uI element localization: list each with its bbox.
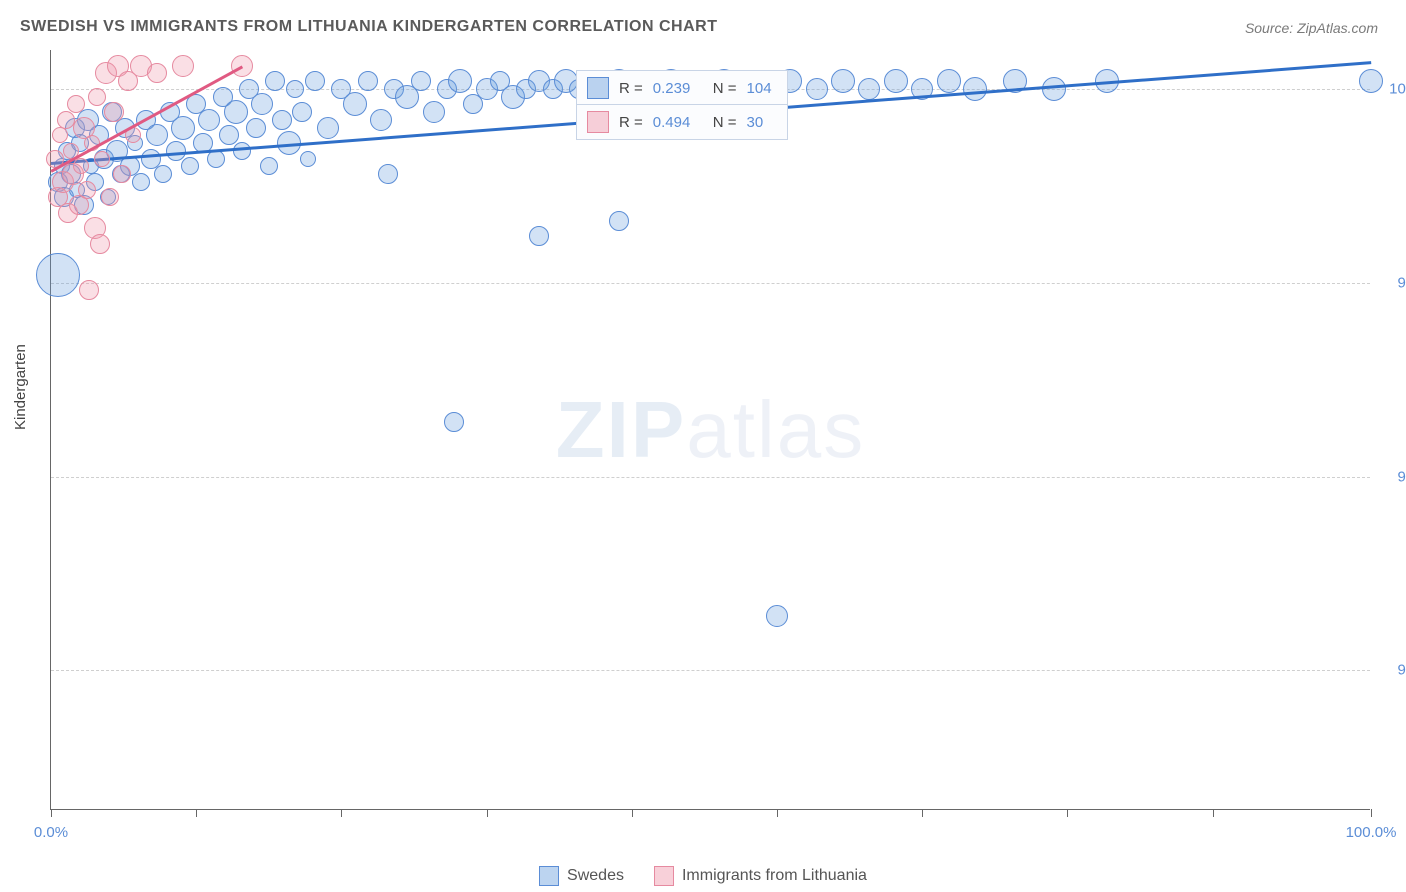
- data-point: [370, 109, 392, 131]
- data-point: [448, 69, 472, 93]
- x-tick: [1067, 809, 1068, 817]
- data-point: [67, 95, 85, 113]
- data-point: [358, 71, 378, 91]
- y-tick-label: 95.0%: [1380, 468, 1406, 485]
- gridline: [51, 670, 1370, 671]
- stats-r-label: R =: [619, 80, 643, 97]
- x-tick: [51, 809, 52, 817]
- data-point: [233, 142, 251, 160]
- x-tick: [1371, 809, 1372, 817]
- x-tick: [487, 809, 488, 817]
- legend-swatch: [539, 866, 559, 886]
- data-point: [224, 100, 248, 124]
- x-tick: [1213, 809, 1214, 817]
- y-tick-label: 92.5%: [1380, 662, 1406, 679]
- stats-r-value: 0.494: [653, 114, 703, 131]
- x-tick-label: 100.0%: [1346, 824, 1397, 841]
- data-point: [198, 109, 220, 131]
- data-point: [146, 124, 168, 146]
- data-point: [251, 93, 273, 115]
- legend-label: Immigrants from Lithuania: [682, 867, 867, 885]
- x-tick-label: 0.0%: [34, 824, 68, 841]
- data-point: [272, 110, 292, 130]
- source-attribution: Source: ZipAtlas.com: [1245, 20, 1378, 36]
- data-point: [57, 111, 75, 129]
- data-point: [300, 151, 316, 167]
- data-point: [79, 280, 99, 300]
- data-point: [231, 55, 253, 77]
- data-point: [806, 78, 828, 100]
- data-point: [260, 157, 278, 175]
- stats-n-value: 30: [747, 114, 777, 131]
- stats-box: R = 0.494 N = 30: [576, 104, 788, 140]
- data-point: [609, 211, 629, 231]
- data-point: [963, 77, 987, 101]
- data-point: [36, 253, 80, 297]
- y-axis-label: Kindergarten: [12, 344, 29, 430]
- data-point: [101, 188, 119, 206]
- stats-swatch: [587, 111, 609, 133]
- plot-area: ZIPatlas 92.5%95.0%97.5%100.0%0.0%100.0%…: [50, 50, 1370, 810]
- data-point: [52, 127, 68, 143]
- data-point: [529, 226, 549, 246]
- data-point: [286, 80, 304, 98]
- data-point: [423, 101, 445, 123]
- data-point: [132, 173, 150, 191]
- legend-item: Immigrants from Lithuania: [654, 866, 867, 886]
- legend-item: Swedes: [539, 866, 624, 886]
- data-point: [937, 69, 961, 93]
- data-point: [78, 181, 96, 199]
- data-point: [113, 165, 131, 183]
- data-point: [147, 63, 167, 83]
- legend-label: Swedes: [567, 867, 624, 885]
- x-tick: [341, 809, 342, 817]
- data-point: [219, 125, 239, 145]
- stats-n-label: N =: [713, 80, 737, 97]
- gridline: [51, 283, 1370, 284]
- data-point: [766, 605, 788, 627]
- x-tick: [922, 809, 923, 817]
- data-point: [884, 69, 908, 93]
- data-point: [154, 165, 172, 183]
- stats-r-label: R =: [619, 114, 643, 131]
- data-point: [90, 234, 110, 254]
- data-point: [73, 158, 89, 174]
- data-point: [265, 71, 285, 91]
- data-point: [1042, 77, 1066, 101]
- data-point: [88, 88, 106, 106]
- data-point: [94, 151, 110, 167]
- stats-r-value: 0.239: [653, 80, 703, 97]
- legend-swatch: [654, 866, 674, 886]
- data-point: [292, 102, 312, 122]
- data-point: [317, 117, 339, 139]
- data-point: [181, 157, 199, 175]
- watermark: ZIPatlas: [556, 384, 865, 476]
- data-point: [411, 71, 431, 91]
- data-point: [305, 71, 325, 91]
- data-point: [378, 164, 398, 184]
- stats-n-label: N =: [713, 114, 737, 131]
- data-point: [172, 55, 194, 77]
- data-point: [246, 118, 266, 138]
- gridline: [51, 477, 1370, 478]
- bottom-legend: Swedes Immigrants from Lithuania: [0, 866, 1406, 886]
- data-point: [343, 92, 367, 116]
- y-tick-label: 100.0%: [1380, 80, 1406, 97]
- x-tick: [632, 809, 633, 817]
- data-point: [1359, 69, 1383, 93]
- stats-box: R = 0.239 N = 104: [576, 70, 788, 106]
- stats-n-value: 104: [747, 80, 777, 97]
- data-point: [104, 102, 124, 122]
- data-point: [831, 69, 855, 93]
- chart-title: SWEDISH VS IMMIGRANTS FROM LITHUANIA KIN…: [20, 18, 717, 36]
- data-point: [444, 412, 464, 432]
- stats-swatch: [587, 77, 609, 99]
- x-tick: [777, 809, 778, 817]
- data-point: [171, 116, 195, 140]
- x-tick: [196, 809, 197, 817]
- data-point: [858, 78, 880, 100]
- y-tick-label: 97.5%: [1380, 274, 1406, 291]
